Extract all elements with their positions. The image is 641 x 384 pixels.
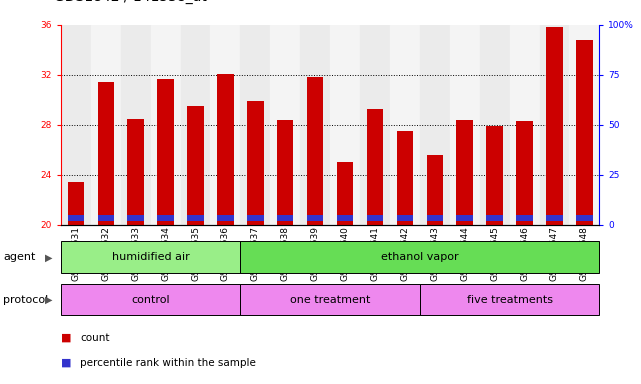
Text: five treatments: five treatments [467, 295, 553, 305]
Bar [427, 215, 443, 221]
Bar [158, 215, 174, 221]
Bar [367, 215, 383, 221]
Bar [420, 284, 599, 315]
Bar [128, 215, 144, 221]
Bar [487, 126, 503, 225]
Bar [569, 25, 599, 225]
Bar [307, 78, 324, 225]
Bar [397, 215, 413, 221]
Bar [420, 25, 450, 225]
Bar [397, 131, 413, 225]
Bar [61, 284, 240, 315]
Bar [450, 25, 479, 225]
Bar [240, 284, 420, 315]
Bar [510, 25, 540, 225]
Text: humidified air: humidified air [112, 252, 190, 262]
Bar [271, 25, 300, 225]
Bar [217, 215, 233, 221]
Bar [187, 215, 204, 221]
Bar [337, 162, 353, 225]
Bar [247, 101, 263, 225]
Bar [97, 215, 114, 221]
Bar [487, 215, 503, 221]
Bar [181, 25, 210, 225]
Bar [300, 25, 330, 225]
Bar [240, 242, 599, 273]
Bar [337, 215, 353, 221]
Text: ■: ■ [61, 358, 71, 368]
Text: ethanol vapor: ethanol vapor [381, 252, 459, 262]
Bar [187, 106, 204, 225]
Bar [546, 215, 563, 221]
Bar [427, 155, 443, 225]
Bar [61, 25, 91, 225]
Bar [61, 242, 240, 273]
Bar [479, 25, 510, 225]
Text: count: count [80, 333, 110, 343]
Bar [97, 83, 114, 225]
Text: ■: ■ [61, 333, 71, 343]
Bar [540, 25, 569, 225]
Text: percentile rank within the sample: percentile rank within the sample [80, 358, 256, 368]
Bar [390, 25, 420, 225]
Bar [367, 109, 383, 225]
Bar [277, 215, 294, 221]
Text: GDS1842 / 141538_at: GDS1842 / 141538_at [54, 0, 207, 4]
Bar [330, 25, 360, 225]
Bar [240, 25, 271, 225]
Text: agent: agent [3, 252, 36, 262]
Text: protocol: protocol [3, 295, 49, 305]
Bar [307, 215, 324, 221]
Bar [576, 215, 593, 221]
Bar [277, 120, 294, 225]
Bar [456, 215, 473, 221]
Text: ▶: ▶ [45, 295, 53, 305]
Bar [517, 121, 533, 225]
Bar [517, 215, 533, 221]
Bar [576, 40, 593, 225]
Bar [151, 25, 181, 225]
Bar [217, 74, 233, 225]
Bar [360, 25, 390, 225]
Bar [68, 215, 84, 221]
Bar [247, 215, 263, 221]
Bar [68, 182, 84, 225]
Bar [210, 25, 240, 225]
Bar [121, 25, 151, 225]
Text: one treatment: one treatment [290, 295, 370, 305]
Text: ▶: ▶ [45, 252, 53, 262]
Text: control: control [131, 295, 170, 305]
Bar [158, 79, 174, 225]
Bar [91, 25, 121, 225]
Bar [128, 119, 144, 225]
Bar [456, 120, 473, 225]
Bar [546, 28, 563, 225]
